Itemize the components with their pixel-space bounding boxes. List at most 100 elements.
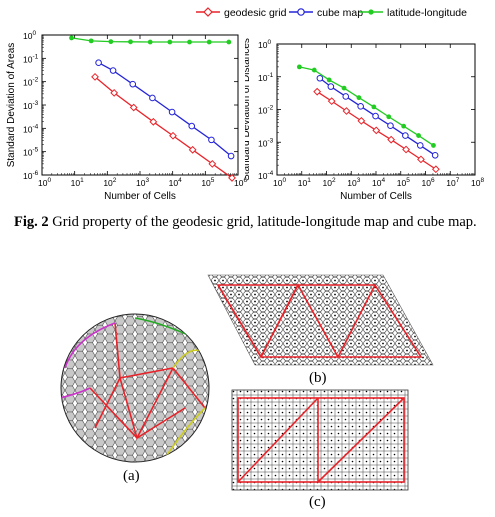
data-point: [431, 151, 439, 159]
data-point: [431, 165, 440, 174]
data-point: [228, 174, 236, 182]
figure-caption: Fig. 2 Grid property of the geodesic gri…: [14, 213, 484, 232]
data-point: [167, 39, 173, 45]
data-point: [108, 39, 114, 45]
data-point: [169, 131, 177, 140]
legend-item-geodesic: geodesic grid: [196, 7, 287, 19]
x-tick-label: 100: [273, 177, 286, 188]
data-point: [327, 97, 336, 106]
data-point: [326, 77, 332, 83]
data-point: [129, 103, 138, 112]
data-point: [402, 145, 410, 154]
y-tick-label: 10-6: [23, 170, 39, 181]
y-tick-label: 10-1: [258, 72, 274, 83]
series-line: [94, 76, 233, 179]
data-point: [91, 72, 99, 81]
data-point: [129, 80, 137, 88]
star-marker-icon: [368, 9, 374, 15]
y-tick-label: 10-3: [23, 100, 39, 111]
data-point: [128, 39, 133, 45]
panel-label-a: (a): [123, 468, 140, 484]
data-point: [311, 67, 317, 73]
legend-item-cube: cube map: [289, 7, 363, 19]
series-line: [299, 66, 434, 146]
x-tick-label: 106: [234, 177, 247, 188]
series-line: [98, 62, 232, 157]
x-tick-label: 104: [372, 177, 385, 188]
y-tick-label: 10-4: [258, 170, 274, 181]
data-point: [342, 107, 351, 115]
y-tick-label: 10-2: [258, 105, 274, 116]
data-point: [208, 159, 217, 168]
data-point: [296, 64, 302, 70]
data-point: [109, 67, 117, 74]
circle-marker-icon: [297, 8, 305, 16]
data-point: [341, 85, 347, 91]
data-point: [208, 136, 215, 144]
x-tick-label: 101: [71, 177, 84, 188]
data-point: [227, 152, 235, 160]
data-point: [387, 122, 394, 130]
data-point: [386, 114, 392, 120]
data-point: [387, 135, 396, 144]
data-point: [147, 39, 153, 45]
data-point: [149, 94, 156, 102]
caption-label: Fig. 2: [14, 214, 49, 230]
x-tick-label: 105: [201, 177, 214, 188]
y-tick-label: 10-5: [23, 147, 39, 158]
data-point: [357, 116, 366, 125]
legend-item-latlon: latitude-longitude: [359, 7, 467, 19]
data-point: [188, 122, 196, 130]
legend-label-cube: cube map: [317, 7, 363, 19]
y-tick-label: 10-3: [258, 137, 274, 148]
data-point: [401, 123, 407, 129]
chart-distance-deviation: 100 101 102 103 104 105 106 107 108 100 10-1 10-2 10…: [245, 38, 484, 200]
unfolded-geodesic-grid: [207, 274, 434, 366]
data-point: [95, 59, 102, 66]
plot-frame: [276, 43, 476, 176]
chart-area-deviation: 100 101 102 103 104 105 106 100 10-1 10-2 10-3 10-4…: [6, 30, 247, 200]
legend-label-geodesic: geodesic grid: [224, 7, 287, 19]
data-point: [431, 143, 436, 148]
geodesic-sphere-image: [60, 313, 210, 463]
data-point: [372, 126, 381, 135]
x-tick-label: 106: [422, 177, 435, 188]
data-point: [187, 39, 192, 45]
data-point: [316, 74, 324, 82]
y-tick-label: 100: [23, 30, 36, 41]
x-tick-label: 104: [169, 177, 182, 188]
data-point: [88, 38, 94, 44]
cube-map-grid: [231, 389, 409, 491]
diamond-marker-icon: [203, 7, 213, 17]
y-tick-label: 10-4: [23, 123, 39, 134]
data-point: [149, 117, 158, 126]
data-point: [372, 112, 379, 120]
data-point: [188, 145, 197, 154]
y-tick-label: 10-2: [23, 77, 39, 88]
y-axis-label: Standard Deviation of Areas: [6, 43, 17, 168]
data-point: [342, 93, 350, 100]
data-point: [371, 104, 377, 110]
data-point: [313, 87, 322, 96]
x-tick-label: 102: [323, 177, 336, 188]
x-tick-label: 102: [103, 177, 116, 188]
x-tick-label: 105: [397, 177, 410, 188]
data-point: [356, 95, 362, 101]
data-point: [327, 83, 335, 90]
x-tick-label: 100: [38, 177, 51, 188]
plot-frame: [41, 34, 239, 176]
x-tick-label: 107: [446, 177, 459, 188]
data-point: [110, 88, 119, 97]
legend-label-latlon: latitude-longitude: [387, 7, 467, 19]
y-tick-label: 100: [258, 39, 271, 50]
data-point: [402, 132, 409, 139]
x-axis-label: Number of Cells: [104, 191, 176, 200]
data-point: [416, 142, 424, 149]
x-tick-label: 103: [347, 177, 360, 188]
legend: geodesic grid cube map latitude-longitud…: [196, 7, 467, 19]
data-point: [416, 133, 421, 138]
data-point: [206, 39, 212, 45]
y-tick-label: 10-1: [23, 53, 39, 64]
panel-label-c: (c): [309, 494, 326, 510]
data-point: [417, 155, 425, 164]
